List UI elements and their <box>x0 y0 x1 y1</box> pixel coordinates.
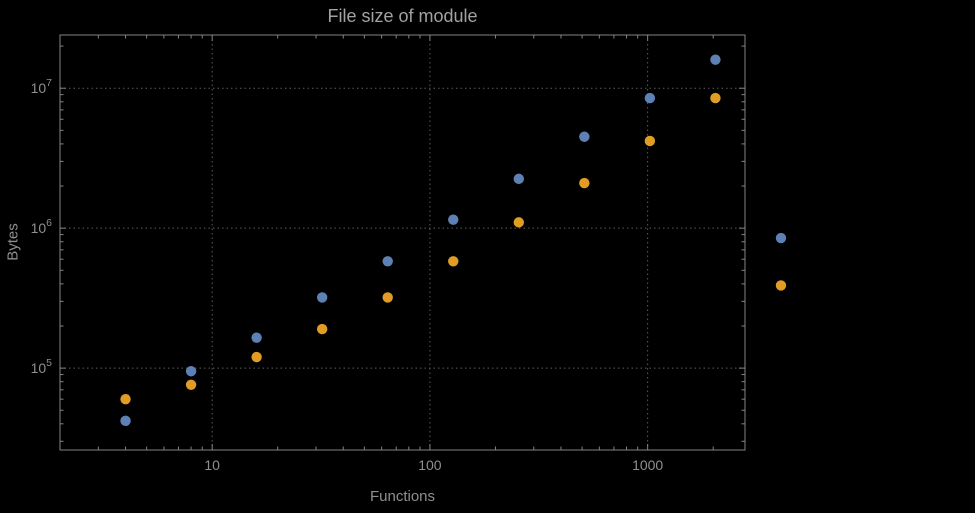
data-point-blue <box>644 92 656 104</box>
y-tick-label: 105 <box>31 357 53 376</box>
data-point-orange <box>120 393 131 405</box>
data-point-blue <box>120 415 131 427</box>
data-point-orange <box>513 217 524 228</box>
data-point-orange <box>710 92 721 104</box>
x-axis-label: Functions <box>369 488 436 505</box>
x-tick-label: 100 <box>418 457 442 473</box>
data-point-blue <box>513 173 524 185</box>
plot-frame <box>59 34 746 451</box>
data-point-orange <box>185 379 197 391</box>
data-point-orange <box>775 280 787 291</box>
data-point-blue <box>448 214 459 225</box>
x-tick-label: 1000 <box>632 457 663 473</box>
data-point-blue <box>710 54 721 65</box>
y-tick-label: 106 <box>31 217 53 236</box>
data-point-blue <box>251 332 262 343</box>
data-point-blue <box>185 366 197 377</box>
data-point-blue <box>382 256 393 267</box>
data-point-blue <box>775 232 787 244</box>
data-point-orange <box>448 256 459 267</box>
data-point-orange <box>316 323 328 335</box>
y-tick-label: 107 <box>31 77 53 96</box>
data-point-orange <box>251 351 262 363</box>
x-tick-label: 10 <box>204 457 220 473</box>
data-point-orange <box>644 135 656 147</box>
data-point-blue <box>316 292 328 303</box>
chart-title: File size of module <box>327 6 478 26</box>
data-point-blue <box>579 131 590 142</box>
data-point-orange <box>579 177 590 189</box>
y-axis-label: Bytes <box>4 223 22 261</box>
data-point-orange <box>382 292 393 303</box>
